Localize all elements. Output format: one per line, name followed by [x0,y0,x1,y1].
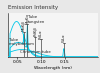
Text: Tube
molybdenum: Tube molybdenum [9,38,35,47]
Text: PdLα: PdLα [39,29,43,39]
Text: PdKβ: PdKβ [33,27,37,36]
Text: Tube
tungsten: Tube tungsten [28,15,46,24]
Text: Emission Intensity: Emission Intensity [8,5,58,10]
Text: MoKα: MoKα [25,13,29,24]
Text: WLα: WLα [62,34,66,42]
X-axis label: Wavelength (nm): Wavelength (nm) [34,66,72,69]
Text: Chromium tube: Chromium tube [20,50,51,54]
Text: MoKβ: MoKβ [22,21,26,31]
